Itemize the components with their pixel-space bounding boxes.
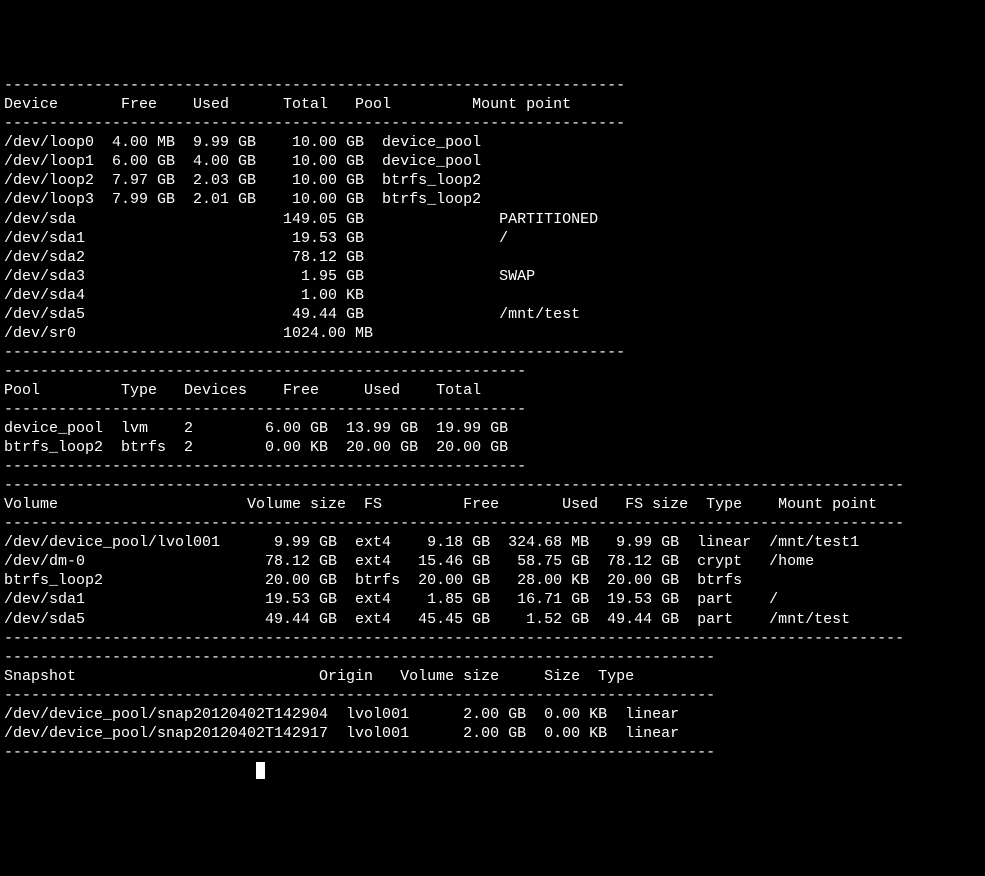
volume-divider-top: ----------------------------------------… <box>4 477 904 494</box>
snapshot-divider-bot: ----------------------------------------… <box>4 744 715 761</box>
snapshot-row: /dev/device_pool/snap20120402T142904 lvo… <box>4 706 679 723</box>
snapshot-divider-top: ----------------------------------------… <box>4 649 715 666</box>
device-row: /dev/loop2 7.97 GB 2.03 GB 10.00 GB btrf… <box>4 172 481 189</box>
device-row: /dev/loop1 6.00 GB 4.00 GB 10.00 GB devi… <box>4 153 481 170</box>
volume-header: Volume Volume size FS Free Used FS size … <box>4 496 877 513</box>
device-divider-top: ----------------------------------------… <box>4 77 625 94</box>
volume-row: /dev/dm-0 78.12 GB ext4 15.46 GB 58.75 G… <box>4 553 814 570</box>
device-row: /dev/sda 149.05 GB PARTITIONED <box>4 211 598 228</box>
device-row: /dev/sda1 19.53 GB / <box>4 230 508 247</box>
terminal-output: ----------------------------------------… <box>4 76 981 781</box>
volume-divider-mid: ----------------------------------------… <box>4 515 904 532</box>
device-row: /dev/loop0 4.00 MB 9.99 GB 10.00 GB devi… <box>4 134 481 151</box>
device-row: /dev/sda4 1.00 KB <box>4 287 364 304</box>
snapshot-divider-mid: ----------------------------------------… <box>4 687 715 704</box>
pool-header: Pool Type Devices Free Used Total <box>4 382 481 399</box>
pool-row: btrfs_loop2 btrfs 2 0.00 KB 20.00 GB 20.… <box>4 439 508 456</box>
device-row: /dev/sda3 1.95 GB SWAP <box>4 268 535 285</box>
pool-divider-top: ----------------------------------------… <box>4 363 526 380</box>
device-row: /dev/sr0 1024.00 MB <box>4 325 373 342</box>
device-divider-mid: ----------------------------------------… <box>4 115 625 132</box>
device-row: /dev/sda2 78.12 GB <box>4 249 364 266</box>
volume-row: btrfs_loop2 20.00 GB btrfs 20.00 GB 28.0… <box>4 572 742 589</box>
volume-row: /dev/sda1 19.53 GB ext4 1.85 GB 16.71 GB… <box>4 591 778 608</box>
snapshot-header: Snapshot Origin Volume size Size Type <box>4 668 634 685</box>
pool-row: device_pool lvm 2 6.00 GB 13.99 GB 19.99… <box>4 420 508 437</box>
pool-divider-bot: ----------------------------------------… <box>4 458 526 475</box>
device-row: /dev/sda5 49.44 GB /mnt/test <box>4 306 580 323</box>
volume-divider-bot: ----------------------------------------… <box>4 630 904 647</box>
volume-row: /dev/sda5 49.44 GB ext4 45.45 GB 1.52 GB… <box>4 611 850 628</box>
device-divider-bot: ----------------------------------------… <box>4 344 625 361</box>
volume-row: /dev/device_pool/lvol001 9.99 GB ext4 9.… <box>4 534 859 551</box>
cursor-icon <box>256 762 265 779</box>
pool-divider-mid: ----------------------------------------… <box>4 401 526 418</box>
device-header: Device Free Used Total Pool Mount point <box>4 96 571 113</box>
device-row: /dev/loop3 7.99 GB 2.01 GB 10.00 GB btrf… <box>4 191 481 208</box>
snapshot-row: /dev/device_pool/snap20120402T142917 lvo… <box>4 725 679 742</box>
